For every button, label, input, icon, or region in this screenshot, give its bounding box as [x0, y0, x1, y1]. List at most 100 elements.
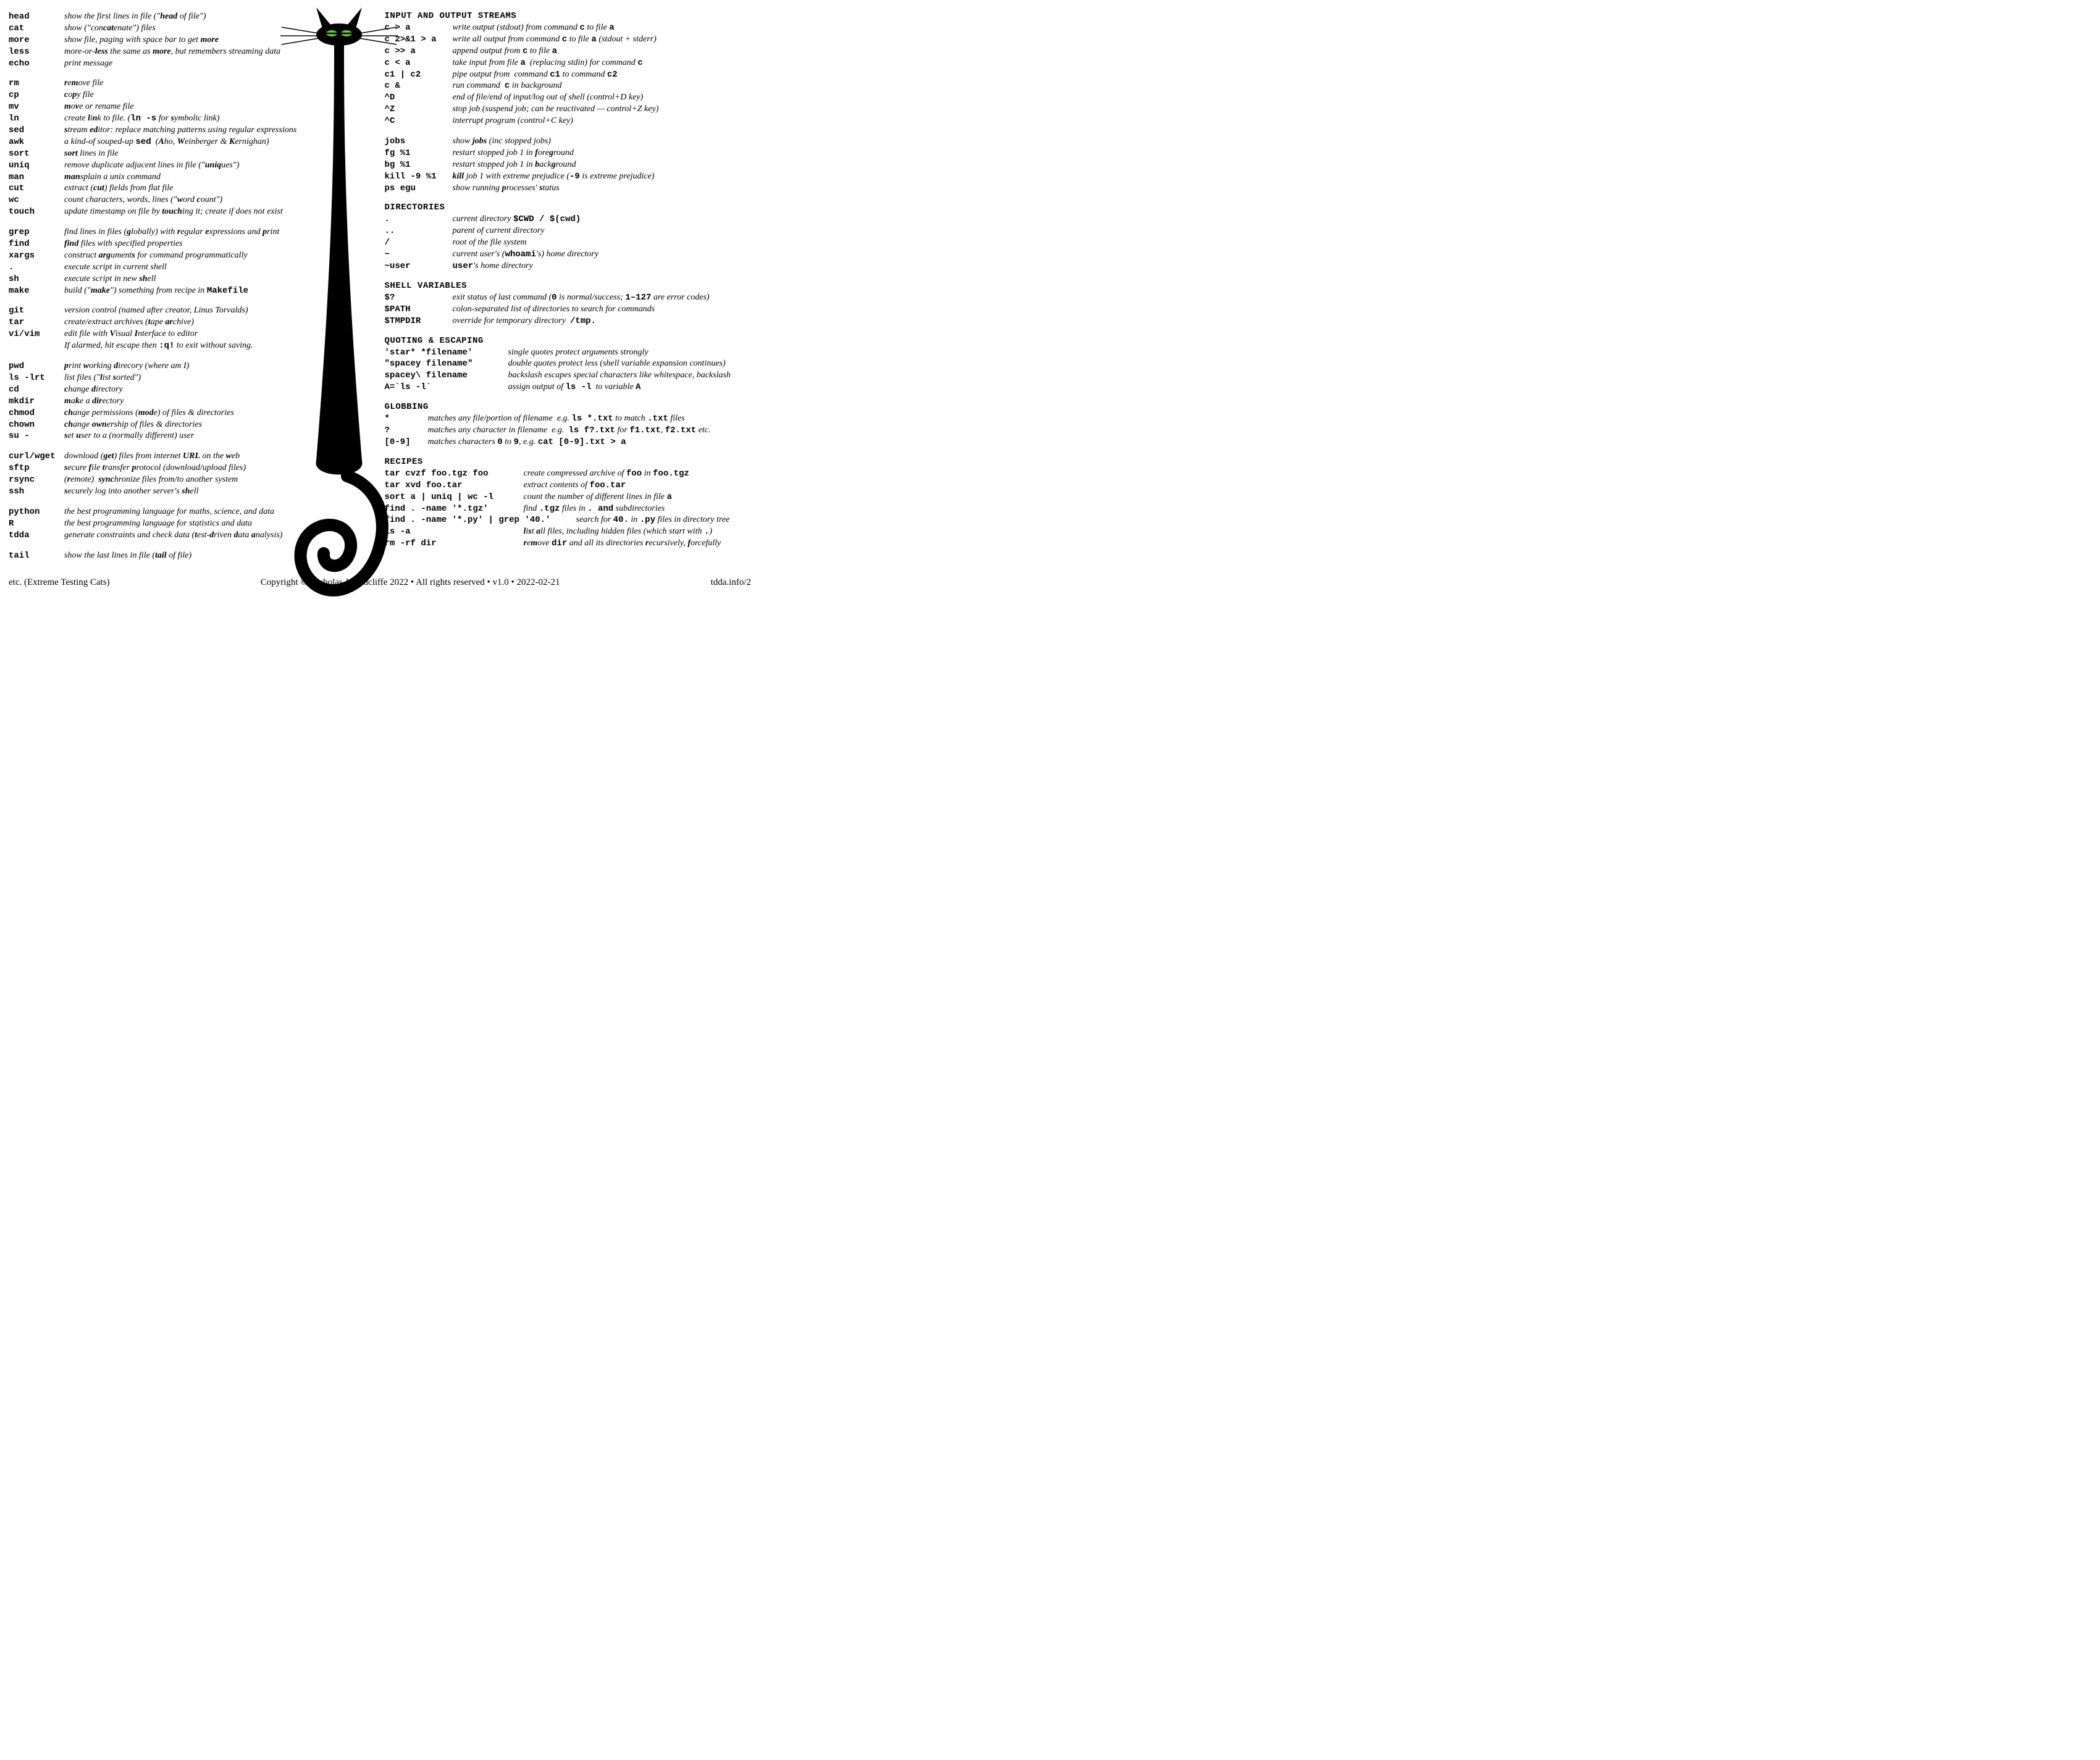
- cmd-name: ls -lrt: [9, 372, 64, 384]
- cmd-name: find . -name '*.tgz': [385, 503, 524, 515]
- cmd-name: chmod: [9, 408, 64, 419]
- cmd-name: tar: [9, 317, 64, 329]
- section-io: INPUT AND OUTPUT STREAMS c > awrite outp…: [385, 11, 751, 127]
- cmd-desc: show the last lines in file (tail of fil…: [64, 550, 191, 562]
- cmd-desc: show ("concatenate") files: [64, 23, 156, 35]
- cmd-name: rm: [9, 78, 64, 90]
- cmd-desc: construct arguments for command programm…: [64, 250, 248, 262]
- cmd-desc: extract (cut) fields from flat file: [64, 183, 173, 195]
- cmd-row: c >> aappend output from c to file a: [385, 46, 751, 57]
- cmd-row: cutextract (cut) fields from flat file: [9, 183, 369, 195]
- cmd-row: /root of the file system: [385, 237, 751, 249]
- cmd-desc: user's home directory: [453, 261, 533, 272]
- cmd-desc: remove dir and all its directories recur…: [524, 538, 721, 550]
- cmd-name: /: [385, 237, 453, 249]
- cmd-row: rmremove file: [9, 78, 369, 90]
- cmd-row: find . -name '*.tgz'find .tgz files in .…: [385, 503, 751, 515]
- cmd-desc: print working direcory (where am I): [64, 361, 189, 372]
- cmd-desc: download (get) files from internet URL o…: [64, 451, 240, 463]
- cmd-name: make: [9, 285, 64, 297]
- cmd-name: echo: [9, 58, 64, 70]
- cmd-row: bg %1restart stopped job 1 in background: [385, 159, 751, 171]
- cmd-row: echoprint message: [9, 58, 369, 70]
- cmd-row: "spacey filename"double quotes protect l…: [385, 358, 751, 370]
- cmd-name: ssh: [9, 486, 64, 498]
- cmd-row: $TMPDIRoverride for temporary directory …: [385, 316, 751, 327]
- cmd-row: vi/vimedit file with Visual Interface to…: [9, 329, 369, 340]
- cmd-name: bg %1: [385, 159, 453, 171]
- cmd-name: sort: [9, 148, 64, 160]
- cmd-row: c1 | c2pipe output from command c1 to co…: [385, 69, 751, 81]
- cmd-desc: kill job 1 with extreme prejudice (-9 is…: [453, 171, 655, 183]
- section-recipes: RECIPES tar cvzf foo.tgz foocreate compr…: [385, 457, 751, 550]
- cmd-name: grep: [9, 227, 64, 238]
- cmd-row: tar xvd foo.tarextract contents of foo.t…: [385, 480, 751, 492]
- cmd-name: ln: [9, 113, 64, 125]
- cmd-name: tdda: [9, 530, 64, 542]
- cmd-desc: create/extract archives (tape archive): [64, 317, 194, 329]
- cmd-row: c > awrite output (stdout) from command …: [385, 22, 751, 34]
- cmd-desc: execute script in new shell: [64, 274, 156, 285]
- cmd-row: A=`ls -l`assign output of ls -l to varia…: [385, 382, 751, 393]
- cmd-desc: count the number of different lines in f…: [524, 492, 672, 503]
- cmd-name: cat: [9, 23, 64, 35]
- group-search-exec: grepfind lines in files (globally) with …: [9, 227, 369, 296]
- cmd-name: ^D: [385, 92, 453, 104]
- cmd-desc: take input from file a (replacing stdin)…: [453, 57, 643, 69]
- cmd-desc: remove file: [64, 78, 103, 90]
- footer-mid: Copyright © Nicholas J. Radcliffe 2022 •…: [110, 577, 711, 588]
- cmd-name: vi/vim: [9, 329, 64, 340]
- cmd-row: xargsconstruct arguments for command pro…: [9, 250, 369, 262]
- cmd-desc: (remote) synchronize files from/to anoth…: [64, 474, 238, 486]
- cmd-row: sedstream editor: replace matching patte…: [9, 125, 369, 136]
- cmd-name: [0-9]: [385, 437, 428, 448]
- cmd-row: tarcreate/extract archives (tape archive…: [9, 317, 369, 329]
- cmd-desc: the best programming language for maths,…: [64, 506, 274, 518]
- cmd-row: sftpsecure file transfer protocol (downl…: [9, 463, 369, 474]
- cmd-desc: copy file: [64, 90, 94, 101]
- cmd-row: rm -rf dirremove dir and all its directo…: [385, 538, 751, 550]
- cmd-name: man: [9, 172, 64, 183]
- cmd-name: ~user: [385, 261, 453, 272]
- cmd-row: tar cvzf foo.tgz foocreate compressed ar…: [385, 468, 751, 480]
- cmd-row: makebuild ("make") something from recipe…: [9, 285, 369, 297]
- cmd-desc: If alarmed, hit escape then :q! to exit …: [64, 340, 253, 352]
- cmd-desc: interrupt program (control+C key): [453, 115, 573, 127]
- footer-right: tdda.info/2: [711, 577, 751, 588]
- cmd-name: find: [9, 238, 64, 250]
- cmd-name: mkdir: [9, 396, 64, 408]
- cmd-row: $PATHcolon-separated list of directories…: [385, 304, 751, 316]
- cmd-row: ~useruser's home directory: [385, 261, 751, 272]
- cmd-row: sshsecurely log into another server's sh…: [9, 486, 369, 498]
- group-lang: pythonthe best programming language for …: [9, 506, 369, 542]
- cmd-desc: parent of current directory: [453, 225, 545, 237]
- group-file-view: headshow the first lines in file ("head …: [9, 11, 369, 69]
- cmd-row: cdchange directory: [9, 384, 369, 396]
- qe-heading: QUOTING & ESCAPING: [385, 336, 751, 346]
- cmd-row: chownchange ownership of files & directo…: [9, 419, 369, 431]
- cmd-name: cut: [9, 183, 64, 195]
- cmd-row: $?exit status of last command (0 is norm…: [385, 292, 751, 304]
- rc-heading: RECIPES: [385, 457, 751, 467]
- cmd-row: tailshow the last lines in file (tail of…: [9, 550, 369, 562]
- cmd-name: c < a: [385, 57, 453, 69]
- cmd-name: su -: [9, 430, 64, 442]
- cmd-desc: more-or-less the same as more, but remem…: [64, 46, 280, 58]
- cmd-desc: search for 40. in .py files in directory…: [576, 514, 730, 526]
- cmd-desc: move or rename file: [64, 101, 134, 113]
- cmd-name: ~: [385, 249, 453, 261]
- cmd-name: ?: [385, 425, 428, 437]
- cmd-desc: create link to file. (ln -s for symbolic…: [64, 113, 220, 125]
- cmd-row: c < atake input from file a (replacing s…: [385, 57, 751, 69]
- cmd-desc: matches any file/portion of filename e.g…: [428, 413, 685, 425]
- cmd-desc: pipe output from command c1 to command c…: [453, 69, 618, 81]
- cmd-name: .: [385, 214, 453, 225]
- cmd-row: catshow ("concatenate") files: [9, 23, 369, 35]
- cmd-row: manmansplain a unix command: [9, 172, 369, 183]
- cmd-desc: change ownership of files & directories: [64, 419, 202, 431]
- cmd-desc: exit status of last command (0 is normal…: [453, 292, 710, 304]
- cmd-name: wc: [9, 195, 64, 206]
- cmd-name: 'star* *filename': [385, 347, 508, 359]
- cmd-desc: colon-separated list of directories to s…: [453, 304, 655, 316]
- cmd-name: xargs: [9, 250, 64, 262]
